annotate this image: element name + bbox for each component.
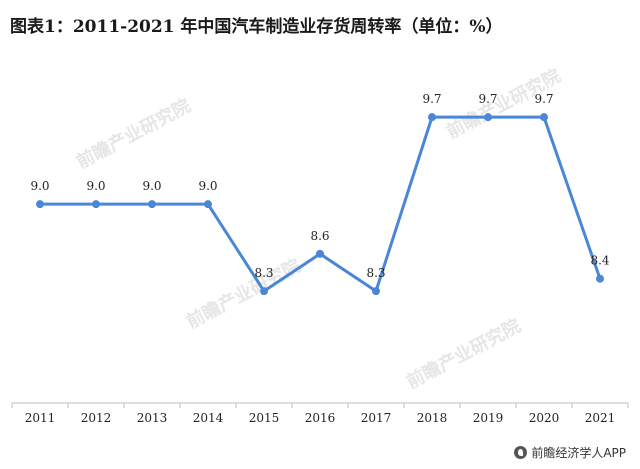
data-label: 8.3 bbox=[254, 266, 273, 280]
data-label: 8.4 bbox=[590, 254, 609, 268]
chart-title: 图表1：2011-2021 年中国汽车制造业存货周转率（单位：%） bbox=[10, 17, 503, 37]
data-point bbox=[540, 113, 548, 122]
data-point bbox=[92, 200, 100, 209]
data-point bbox=[316, 249, 324, 258]
x-tick-label: 2016 bbox=[305, 411, 336, 425]
x-tick-label: 2020 bbox=[529, 411, 560, 425]
x-tick-label: 2019 bbox=[473, 411, 504, 425]
data-point bbox=[204, 200, 212, 209]
source-label: 前瞻经济学人APP bbox=[531, 446, 626, 460]
data-point bbox=[260, 287, 268, 296]
x-tick-label: 2012 bbox=[81, 411, 112, 425]
x-tick-label: 2011 bbox=[25, 411, 56, 425]
data-point bbox=[372, 287, 380, 296]
x-tick-label: 2017 bbox=[361, 411, 392, 425]
x-tick-label: 2014 bbox=[193, 411, 224, 425]
x-tick-label: 2015 bbox=[249, 411, 280, 425]
data-label: 8.6 bbox=[310, 229, 329, 243]
data-point bbox=[596, 274, 604, 283]
series-line bbox=[40, 115, 602, 293]
data-point bbox=[148, 200, 156, 209]
data-point bbox=[428, 113, 436, 122]
data-label: 9.0 bbox=[198, 179, 217, 193]
x-tick-label: 2013 bbox=[137, 411, 168, 425]
data-label: 9.7 bbox=[534, 92, 553, 106]
source-footer: 前瞻经济学人APP bbox=[514, 444, 626, 461]
data-label: 9.0 bbox=[86, 179, 105, 193]
data-label: 9.0 bbox=[30, 179, 49, 193]
x-tick-label: 2021 bbox=[585, 411, 616, 425]
data-label: 9.7 bbox=[422, 92, 441, 106]
data-label: 9.7 bbox=[478, 92, 497, 106]
data-point bbox=[484, 113, 492, 122]
data-point bbox=[36, 200, 44, 209]
brand-logo-icon bbox=[514, 446, 528, 459]
data-label: 9.0 bbox=[142, 179, 161, 193]
x-tick-label: 2018 bbox=[417, 411, 448, 425]
data-label: 8.3 bbox=[366, 266, 385, 280]
